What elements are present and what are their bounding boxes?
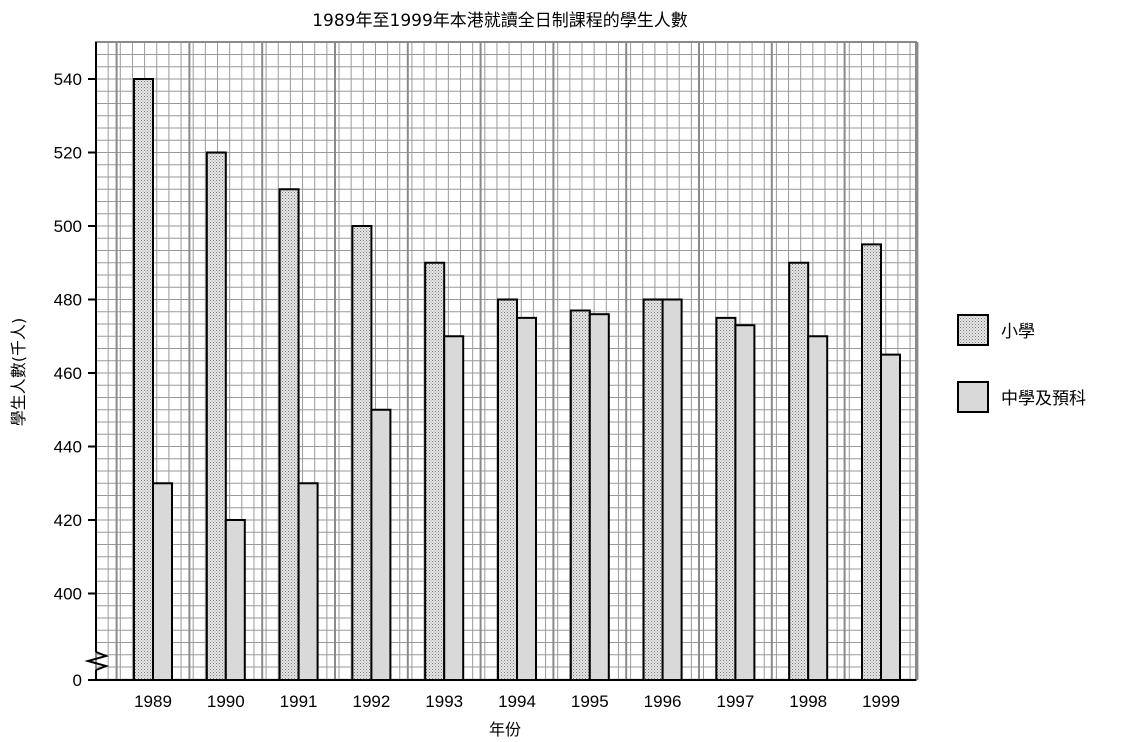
bar-1999-series-0 <box>861 243 882 681</box>
x-tick-label: 1996 <box>644 692 682 711</box>
x-tick-label: 1993 <box>425 692 463 711</box>
bar-1991-series-0 <box>278 188 300 681</box>
y-tick-label: 540 <box>54 70 82 89</box>
bar-1994-series-1 <box>516 316 537 681</box>
chart-title: 1989年至1999年本港就讀全日制課程的學生人數 <box>312 11 688 31</box>
y-tick-label: 520 <box>54 144 82 163</box>
y-tick-label: 400 <box>54 585 82 604</box>
y-axis-label: 學生人數(千人) <box>9 318 28 427</box>
x-tick-label: 1997 <box>716 692 754 711</box>
y-ticks-group: 0 400 420 440 460 480 500 520 540 <box>54 70 96 690</box>
y-tick-label: 460 <box>54 364 82 383</box>
y-tick-label: 500 <box>54 217 82 236</box>
y-tick-label: 480 <box>54 291 82 310</box>
x-axis-label: 年份 <box>489 720 521 739</box>
bar-1998-series-1 <box>807 335 829 681</box>
y-tick-label: 420 <box>54 511 82 530</box>
x-tick-label: 1991 <box>280 692 318 711</box>
bar-1993-series-1 <box>443 335 465 681</box>
y-tick-label: 440 <box>54 438 82 457</box>
bar-1995-series-0 <box>569 309 591 681</box>
x-tick-label: 1998 <box>789 692 827 711</box>
legend-label-0: 小學 <box>1001 322 1035 342</box>
bar-1996-series-0 <box>642 298 664 681</box>
axes-group <box>84 42 916 681</box>
bar-1996-series-1 <box>661 298 683 681</box>
bar-1994-series-0 <box>497 298 518 681</box>
bar-1991-series-1 <box>297 482 319 681</box>
x-tick-label: 1995 <box>571 692 609 711</box>
bar-1990-series-1 <box>224 519 246 681</box>
bars-group <box>133 78 901 681</box>
bar-1997-series-1 <box>734 324 756 681</box>
legend-swatch-0 <box>957 314 989 346</box>
bar-1989-series-0 <box>133 78 154 681</box>
bar-1997-series-0 <box>715 316 737 681</box>
legend-label-1: 中學及預科 <box>1001 389 1086 409</box>
bar-1992-series-0 <box>351 225 373 681</box>
bar-1993-series-0 <box>424 261 446 681</box>
bar-1999-series-1 <box>880 353 901 681</box>
x-tick-label: 1994 <box>498 692 536 711</box>
bar-1998-series-0 <box>788 261 810 681</box>
x-tick-label: 1992 <box>352 692 390 711</box>
x-tick-label: 1999 <box>862 692 900 711</box>
axis-break-mark <box>84 651 110 671</box>
bar-1992-series-1 <box>370 408 392 681</box>
bar-1989-series-1 <box>152 482 173 681</box>
legend-swatch-1 <box>957 381 989 413</box>
x-tick-label: 1990 <box>207 692 245 711</box>
bar-1990-series-0 <box>205 151 227 681</box>
y-tick-label: 0 <box>73 671 82 690</box>
x-ticks-group: 1989 1990 1991 1992 1993 1994 1995 1996 1997 1998… <box>134 692 900 711</box>
x-tick-label: 1989 <box>134 692 172 711</box>
bar-1995-series-1 <box>588 313 610 681</box>
